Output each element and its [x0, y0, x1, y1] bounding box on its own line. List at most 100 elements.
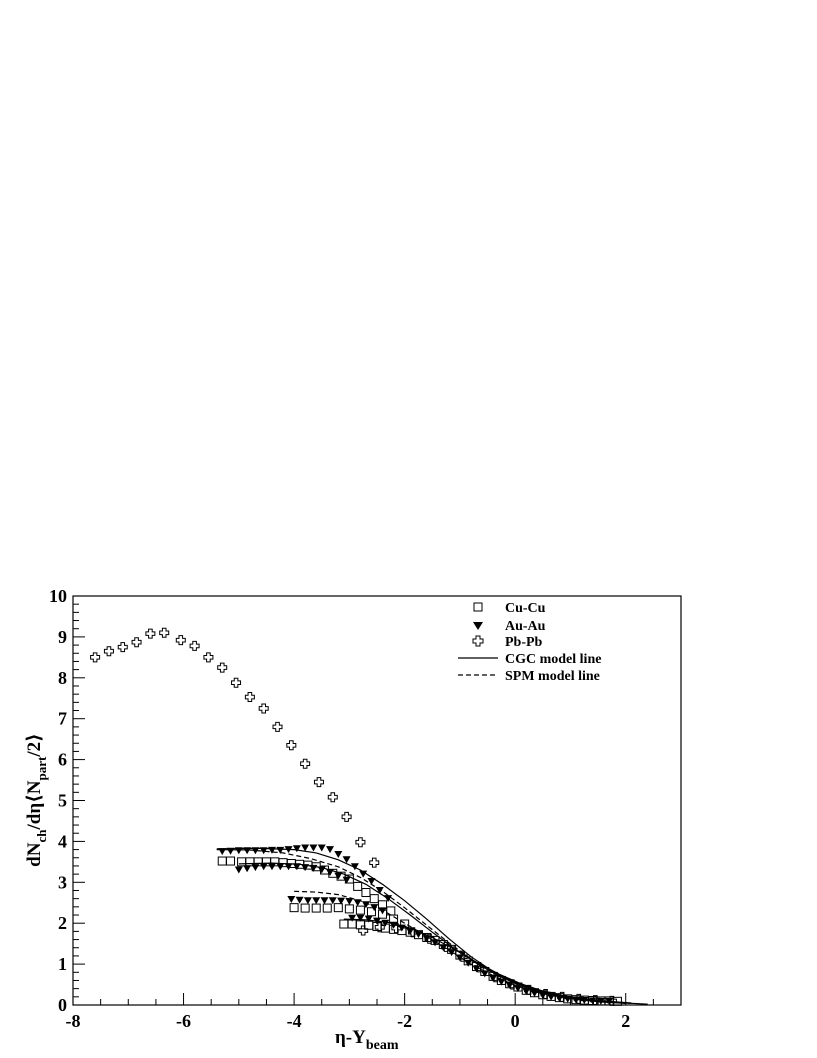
pb-pb-point: [175, 635, 186, 646]
pb-pb-point: [474, 962, 485, 973]
x-tick-label: -6: [176, 1011, 191, 1031]
cu-cu-point: [612, 996, 622, 1006]
au-au-point: [326, 868, 335, 876]
au-au-point: [267, 863, 276, 871]
y-tick-label: 0: [58, 995, 67, 1015]
pb-pb-point: [424, 933, 435, 944]
au-au-point: [309, 844, 318, 852]
au-au-point: [547, 993, 556, 1001]
au-au-point: [317, 844, 326, 852]
au-au-point: [301, 864, 310, 872]
au-au-point: [378, 907, 387, 915]
y-axis-title-part-3: /dη⟨N: [24, 780, 45, 830]
cu-cu-point: [322, 903, 332, 913]
pb-pb-point: [355, 837, 366, 848]
y-tick-label: 2: [58, 913, 67, 933]
pb-pb-point: [231, 677, 242, 688]
x-axis-title: η-Ybeam: [335, 1027, 399, 1053]
pb-pb-point: [244, 692, 255, 703]
cu-cu-point: [217, 856, 227, 866]
au-au-point: [381, 919, 390, 927]
au-au-point: [342, 876, 351, 884]
pb-pb-point: [490, 972, 501, 983]
x-axis-title-main: η-Y: [335, 1027, 366, 1048]
cu-cu-point: [289, 903, 299, 913]
y-tick-label: 5: [58, 791, 67, 811]
au-au-point: [312, 897, 321, 905]
au-au-point: [431, 939, 440, 947]
y-tick-label: 1: [58, 954, 67, 974]
au-au-point: [295, 896, 304, 904]
pb-pb-point: [524, 984, 534, 995]
au-au-point: [226, 847, 235, 855]
cu-cu-point: [339, 919, 349, 929]
au-au-point: [563, 995, 572, 1003]
pb-pb-point: [407, 927, 418, 938]
au-au-point: [497, 978, 506, 986]
legend-au-au-label: Au-Au: [505, 619, 546, 634]
au-au-point: [345, 898, 354, 906]
cu-cu-point: [226, 856, 236, 866]
y-axis-title: dNch/dη⟨Npart/2⟩: [24, 733, 49, 867]
y-tick-label: 8: [58, 668, 67, 688]
y-tick-label: 9: [58, 627, 67, 647]
au-au-point: [328, 897, 337, 905]
au-au-point: [284, 863, 293, 871]
au-au-point: [447, 949, 456, 957]
model-lines: [216, 847, 648, 1005]
au-au-point: [370, 904, 379, 912]
pb-pb-point: [286, 740, 297, 751]
legend-cu-cu-marker: [473, 602, 483, 612]
au-au-point: [243, 865, 252, 873]
spm-model-line: [216, 849, 626, 1004]
au-au-point: [334, 872, 343, 880]
au-au-point: [353, 899, 362, 907]
au-au-point: [292, 845, 301, 853]
au-au-point: [334, 850, 343, 858]
au-au-point: [259, 863, 268, 871]
x-tick-label: 2: [621, 1011, 630, 1031]
au-au-point: [317, 866, 326, 874]
pb-pb-point: [391, 923, 402, 934]
legend-au-au-marker: [473, 622, 483, 630]
legend-spm-label: SPM model line: [505, 669, 600, 684]
legend-cu-cu-label: Cu-Cu: [505, 601, 546, 616]
au-au-point: [276, 863, 285, 871]
au-au-point: [251, 847, 260, 855]
x-tick-label: -2: [397, 1011, 412, 1031]
pb-pb-point: [507, 979, 518, 990]
pb-pb-point: [131, 637, 142, 648]
au-au-point: [292, 863, 301, 871]
au-au-point: [373, 917, 381, 925]
au-au-point: [337, 897, 346, 905]
au-au-point: [301, 844, 310, 852]
au-au-point: [259, 847, 268, 855]
pb-pb-point: [606, 995, 617, 1006]
au-au-point: [234, 847, 243, 855]
pb-pb-point: [103, 646, 114, 657]
pb-pb-point: [203, 652, 214, 663]
au-au-point: [406, 927, 415, 935]
au-au-point: [276, 846, 285, 854]
au-au-point: [303, 897, 312, 905]
cu-cu-point: [333, 903, 343, 913]
au-au-point: [364, 915, 373, 923]
pb-pb-point: [313, 777, 324, 788]
pb-pb-point: [117, 642, 128, 653]
au-au-point: [580, 997, 589, 1005]
pb-pb-point: [457, 951, 468, 962]
pb-pb-point: [441, 941, 452, 952]
y-tick-label: 3: [58, 872, 67, 892]
au-au-point: [361, 901, 370, 909]
y-axis-title-part-5: /2⟩: [24, 733, 45, 757]
cu-cu-point: [369, 894, 379, 904]
legend: Cu-Cu Au-Au Pb-Pb CGC model line SPM mod…: [458, 601, 601, 684]
au-au-point: [218, 848, 227, 856]
y-tick-label: 10: [49, 586, 67, 606]
au-au-point: [348, 914, 357, 922]
pb-pb-point: [374, 922, 385, 933]
pb-pb-point: [300, 758, 311, 769]
au-au-point: [234, 866, 243, 874]
au-au-point: [287, 895, 296, 903]
cgc-model-line: [216, 847, 648, 1005]
